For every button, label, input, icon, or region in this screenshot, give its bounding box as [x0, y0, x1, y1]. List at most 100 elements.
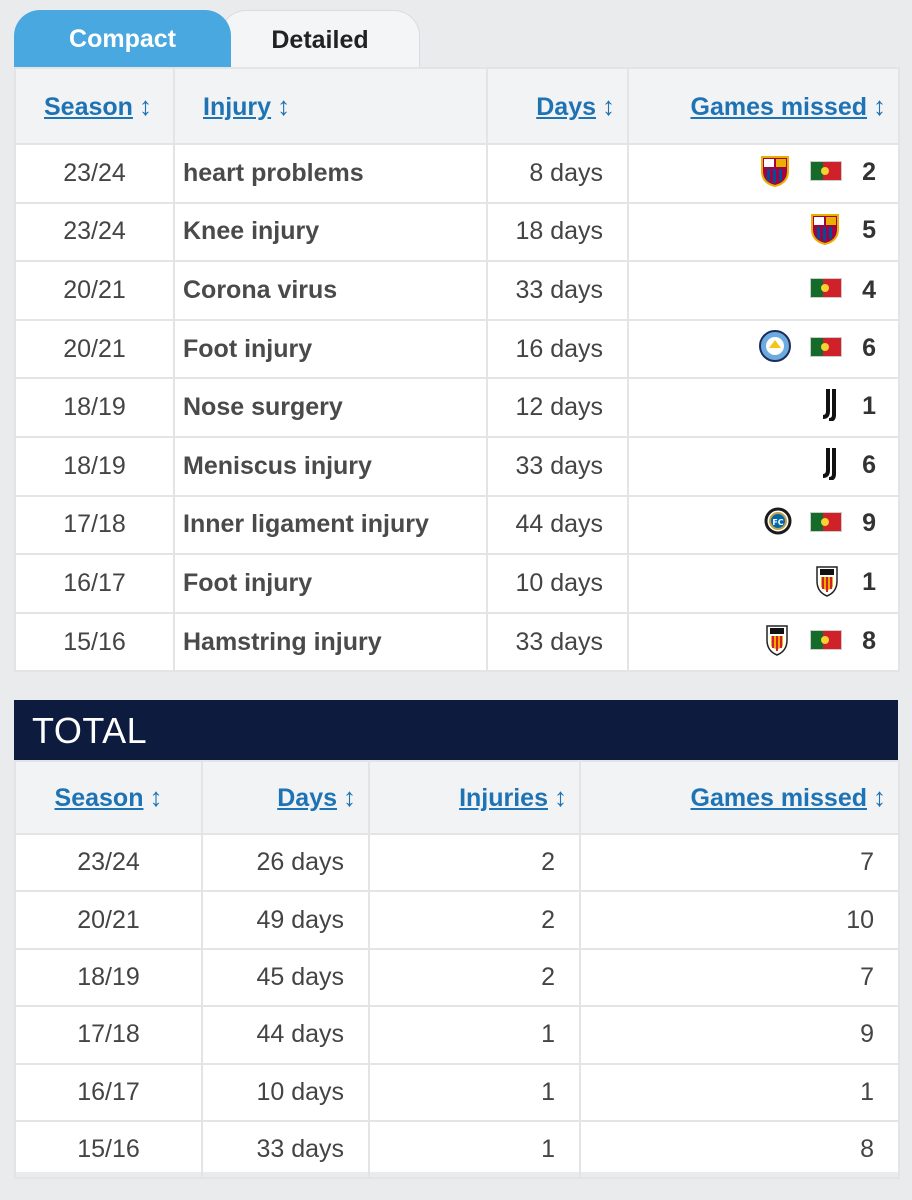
season-cell: 17/18 — [14, 494, 175, 556]
sort-arrows-icon[interactable]: ↕ — [873, 90, 886, 121]
sort-arrows-icon[interactable]: ↕ — [873, 782, 886, 812]
team-icons — [802, 446, 842, 487]
games-missed-cell: 2 — [627, 143, 900, 204]
total-days-cell: 33 days — [201, 1119, 370, 1180]
games-missed-value: 2 — [862, 157, 876, 186]
sort-days-link[interactable]: Days — [536, 92, 596, 121]
games-missed-cell: 1 — [627, 377, 900, 438]
portugal-flag-icon — [810, 159, 843, 188]
juventus-crest-icon — [820, 387, 842, 428]
inter-crest-icon: FC — [764, 507, 792, 542]
total-injuries-cell: 1 — [368, 1062, 581, 1122]
sort-total-season-link[interactable]: Season — [54, 784, 144, 812]
total-days-cell: 26 days — [201, 832, 370, 893]
table-row: 17/18 Inner ligament injury 44 days FC 9 — [14, 494, 900, 556]
table-row: 15/16 Hamstring injury 33 days 8 — [14, 611, 900, 673]
games-missed-value: 6 — [862, 450, 876, 479]
total-table-panel: Season ↕ Days ↕ Injuries ↕ Games missed ↕ 23… — [14, 760, 900, 1180]
games-missed-cell: 6 — [627, 435, 900, 497]
sort-arrows-icon[interactable]: ↕ — [138, 90, 152, 121]
days-cell: 33 days — [486, 611, 629, 673]
valencia-crest-icon — [812, 563, 842, 604]
team-icons — [792, 276, 843, 305]
header-injury[interactable]: Injury ↕ — [173, 67, 488, 145]
sort-games-link[interactable]: Games missed — [690, 92, 868, 121]
days-cell: 8 days — [486, 143, 629, 204]
barcelona-crest-icon — [758, 153, 792, 194]
total-header-injuries[interactable]: Injuries ↕ — [368, 760, 581, 835]
table-row: 23/24 heart problems 8 days 2 — [14, 143, 900, 204]
days-cell: 33 days — [486, 435, 629, 497]
total-injuries-cell: 2 — [368, 947, 581, 1008]
total-header-season[interactable]: Season ↕ — [14, 760, 203, 835]
total-games-missed-cell: 8 — [579, 1119, 900, 1180]
total-games-missed-cell: 7 — [579, 947, 900, 1008]
portugal-flag-icon — [810, 628, 843, 657]
total-days-cell: 49 days — [201, 890, 370, 950]
team-icons — [740, 329, 843, 370]
header-days[interactable]: Days ↕ — [486, 67, 629, 145]
injury-cell: Hamstring injury — [173, 611, 488, 673]
days-cell: 18 days — [486, 201, 629, 263]
games-missed-value: 1 — [862, 392, 876, 421]
season-cell: 20/21 — [14, 318, 175, 380]
table-row: 17/18 44 days 1 9 — [14, 1005, 900, 1065]
injury-cell: heart problems — [173, 143, 488, 204]
sort-total-days-link[interactable]: Days — [277, 784, 337, 812]
total-table-header: Season ↕ Days ↕ Injuries ↕ Games missed ↕ — [14, 760, 900, 835]
team-icons: FC — [746, 507, 843, 542]
games-missed-value: 5 — [862, 216, 876, 245]
total-injuries-cell: 1 — [368, 1119, 581, 1180]
table-row: 16/17 10 days 1 1 — [14, 1062, 900, 1122]
portugal-flag-icon — [810, 510, 843, 539]
injury-cell: Inner ligament injury — [173, 494, 488, 556]
total-days-cell: 10 days — [201, 1062, 370, 1122]
barcelona-crest-icon — [808, 211, 842, 252]
total-injuries-cell: 1 — [368, 1005, 581, 1065]
season-cell: 23/24 — [14, 143, 175, 204]
season-cell: 16/17 — [14, 553, 175, 614]
sort-arrows-icon[interactable]: ↕ — [343, 782, 356, 812]
total-games-missed-cell: 7 — [579, 832, 900, 893]
sort-season-link[interactable]: Season — [44, 92, 133, 121]
team-icons — [802, 387, 842, 428]
sort-total-games-link[interactable]: Games missed — [690, 784, 868, 812]
injury-cell: Foot injury — [173, 553, 488, 614]
season-cell: 18/19 — [14, 377, 175, 438]
games-missed-cell: FC 9 — [627, 494, 900, 556]
days-cell: 16 days — [486, 318, 629, 380]
header-season[interactable]: Season ↕ — [14, 67, 175, 145]
sort-arrows-icon[interactable]: ↕ — [554, 782, 567, 812]
total-header-days[interactable]: Days ↕ — [201, 760, 370, 835]
portugal-flag-icon — [810, 276, 843, 305]
header-games-missed[interactable]: Games missed ↕ — [627, 67, 900, 145]
table-row: 15/16 33 days 1 8 — [14, 1119, 900, 1180]
sort-arrows-icon[interactable]: ↕ — [277, 90, 291, 121]
total-season-cell: 17/18 — [14, 1005, 203, 1065]
juventus-crest-icon — [820, 446, 842, 487]
total-header-games-missed[interactable]: Games missed ↕ — [579, 760, 900, 835]
total-games-missed-cell: 1 — [579, 1062, 900, 1122]
sort-total-injuries-link[interactable]: Injuries — [459, 784, 548, 812]
games-missed-cell: 1 — [627, 553, 900, 614]
injury-cell: Nose surgery — [173, 377, 488, 438]
games-missed-value: 6 — [862, 333, 876, 362]
sort-injury-link[interactable]: Injury — [203, 92, 272, 121]
injury-table: Season ↕ Injury ↕ Days ↕ Games missed ↕ 23/2… — [14, 67, 900, 673]
team-icons — [794, 563, 842, 604]
season-cell: 15/16 — [14, 611, 175, 673]
games-missed-value: 9 — [862, 509, 876, 538]
sort-arrows-icon[interactable]: ↕ — [149, 782, 163, 812]
total-season-cell: 15/16 — [14, 1119, 203, 1180]
days-cell: 10 days — [486, 553, 629, 614]
sort-arrows-icon[interactable]: ↕ — [602, 90, 615, 121]
total-games-missed-cell: 9 — [579, 1005, 900, 1065]
injury-table-header: Season ↕ Injury ↕ Days ↕ Games missed ↕ — [14, 67, 900, 145]
valencia-crest-icon — [762, 622, 792, 663]
injury-cell: Meniscus injury — [173, 435, 488, 497]
tab-detailed[interactable]: Detailed — [220, 10, 420, 67]
tab-compact[interactable]: Compact — [14, 10, 231, 67]
total-title: TOTAL — [14, 700, 898, 760]
table-row: 20/21 49 days 2 10 — [14, 890, 900, 950]
games-missed-cell: 5 — [627, 201, 900, 263]
